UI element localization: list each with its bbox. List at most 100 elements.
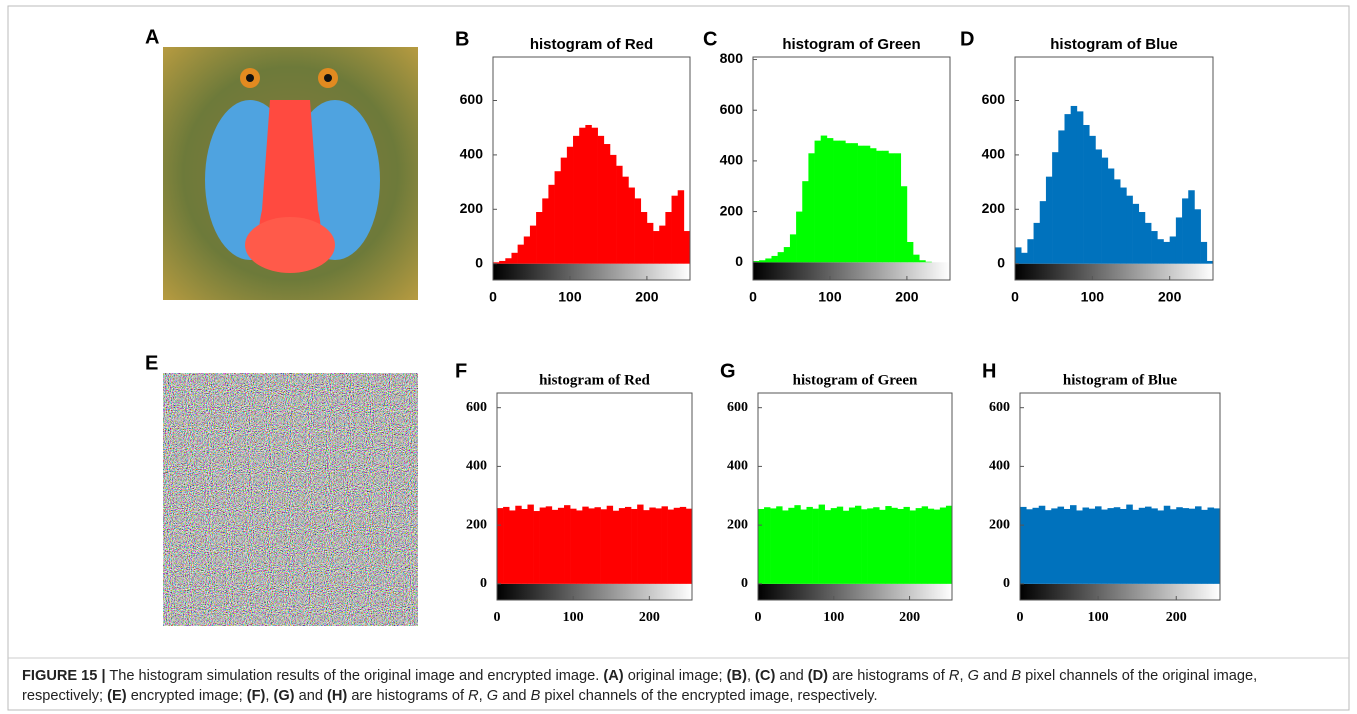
bar xyxy=(925,261,932,263)
bar xyxy=(885,506,892,584)
bar xyxy=(876,150,883,263)
y-tick-label: 600 xyxy=(989,400,1010,415)
bar xyxy=(497,508,504,584)
bar xyxy=(830,508,838,584)
bar xyxy=(634,198,642,264)
caption: FIGURE 15 | The histogram simulation res… xyxy=(22,666,1342,706)
bar xyxy=(833,140,840,263)
bar xyxy=(861,509,868,584)
bar xyxy=(933,509,941,584)
bar xyxy=(759,260,766,263)
bar xyxy=(1070,505,1077,584)
bar xyxy=(646,222,654,264)
y-tick-label: 0 xyxy=(480,576,487,591)
panel-label: D xyxy=(960,28,974,50)
bar xyxy=(685,508,693,584)
bar xyxy=(579,127,586,264)
bar xyxy=(1083,124,1090,264)
bar xyxy=(1126,504,1133,584)
y-tick-label: 400 xyxy=(460,146,484,162)
x-tick-label: 0 xyxy=(1017,610,1024,625)
bar xyxy=(855,505,862,584)
y-tick-label: 400 xyxy=(982,146,1006,162)
bar xyxy=(503,506,510,584)
bar xyxy=(891,507,898,584)
bar xyxy=(1015,247,1022,264)
x-tick-label: 200 xyxy=(899,610,920,625)
bar xyxy=(527,504,534,584)
caption-text: pixel channels of the encrypted image, r… xyxy=(540,688,878,704)
bar xyxy=(1201,509,1208,584)
y-tick-label: 600 xyxy=(720,101,744,117)
caption-text: (H) xyxy=(327,688,348,704)
bar xyxy=(927,508,935,584)
bar xyxy=(921,506,929,584)
bar xyxy=(777,252,785,263)
bar xyxy=(509,510,516,584)
bar xyxy=(888,153,895,263)
panel-label: G xyxy=(720,360,736,382)
bar xyxy=(616,165,623,264)
bar xyxy=(1076,510,1083,584)
bar xyxy=(1051,508,1058,584)
caption-text: and xyxy=(294,688,327,704)
y-tick-label: 0 xyxy=(735,253,743,269)
intensity-bar xyxy=(1015,263,1213,280)
bar xyxy=(1188,190,1195,264)
bar xyxy=(628,187,635,264)
bar xyxy=(882,150,889,263)
bar xyxy=(802,181,809,263)
bar xyxy=(600,509,607,584)
bar xyxy=(845,143,852,263)
bar xyxy=(900,186,908,263)
bar xyxy=(1213,508,1221,584)
bar xyxy=(848,507,856,584)
bar xyxy=(789,234,797,263)
bar xyxy=(545,506,553,584)
caption-text: G xyxy=(486,688,499,704)
bar xyxy=(1207,507,1215,584)
y-tick-label: 400 xyxy=(720,152,744,168)
bar xyxy=(1070,105,1078,264)
panel-label: F xyxy=(455,360,467,382)
bar xyxy=(1107,508,1115,584)
bar xyxy=(1151,231,1158,264)
bar xyxy=(1176,507,1183,584)
bar xyxy=(820,135,828,263)
bar xyxy=(1114,179,1121,264)
bar xyxy=(814,140,822,263)
caption-text: G xyxy=(967,668,979,684)
bar xyxy=(758,508,765,584)
bar xyxy=(582,506,589,584)
bar xyxy=(764,507,771,584)
bar xyxy=(515,505,522,584)
bar xyxy=(1045,176,1053,264)
y-tick-label: 600 xyxy=(460,91,484,107)
bar xyxy=(1151,508,1158,584)
caption-text: R xyxy=(948,668,960,684)
y-tick-label: 0 xyxy=(475,254,483,270)
bar xyxy=(585,124,592,264)
y-tick-label: 200 xyxy=(989,517,1010,532)
bar xyxy=(1021,252,1028,264)
y-tick-label: 400 xyxy=(727,459,748,474)
x-tick-label: 100 xyxy=(1081,289,1105,305)
original-image xyxy=(163,47,418,300)
x-tick-label: 200 xyxy=(895,289,919,305)
bar xyxy=(1057,506,1065,584)
bar xyxy=(869,148,877,263)
bar xyxy=(1132,509,1140,584)
bar xyxy=(788,507,795,584)
y-tick-label: 200 xyxy=(466,517,487,532)
bar xyxy=(542,198,549,264)
bar xyxy=(1038,505,1046,584)
bar xyxy=(1194,209,1201,264)
y-tick-label: 400 xyxy=(989,459,1010,474)
x-tick-label: 200 xyxy=(1158,289,1182,305)
caption-text: B xyxy=(530,688,541,704)
bar xyxy=(1076,111,1084,264)
bar xyxy=(897,508,904,584)
